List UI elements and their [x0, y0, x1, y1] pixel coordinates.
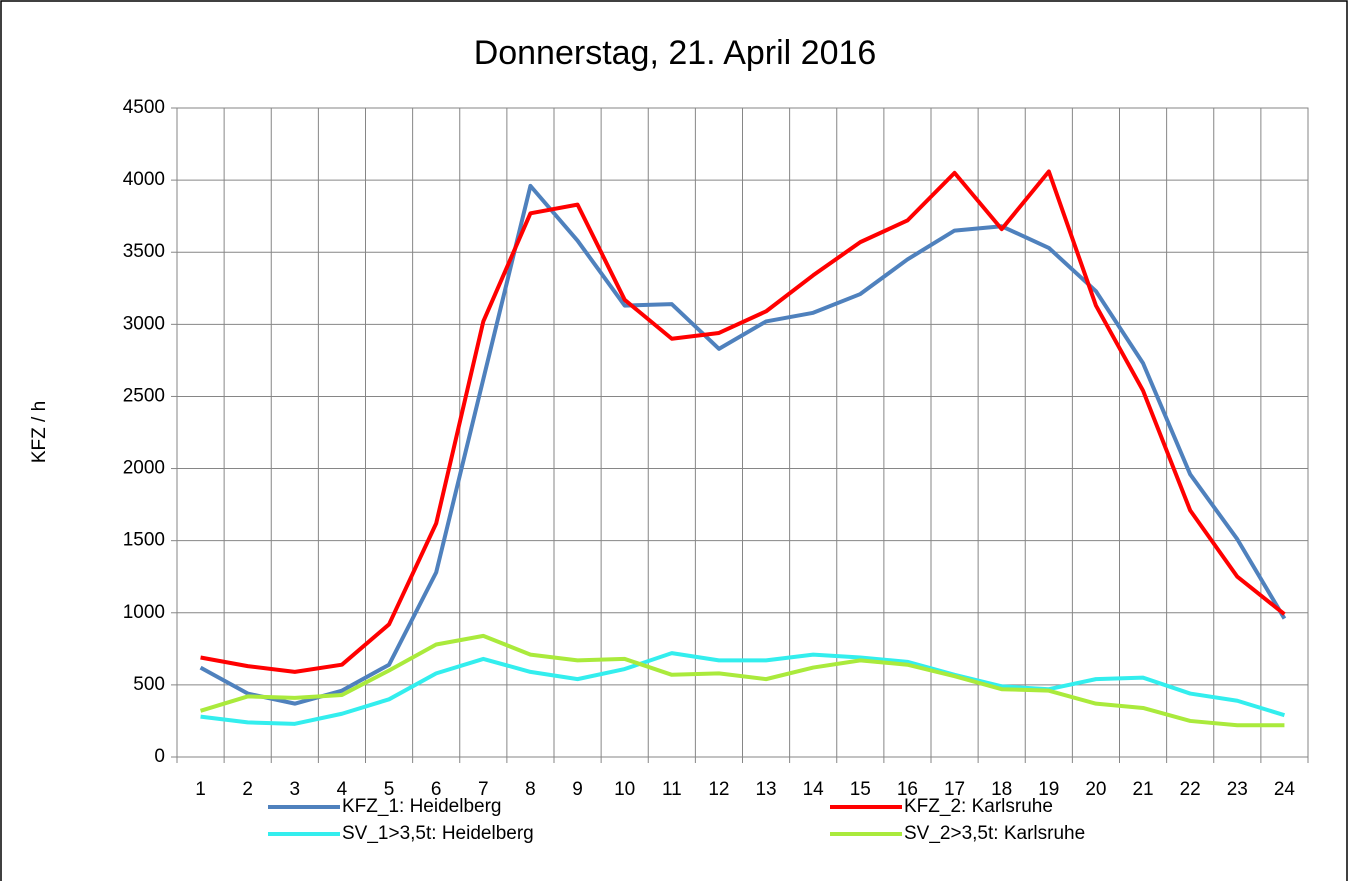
y-tick-label: 4000 [123, 169, 165, 190]
x-tick-label: 13 [755, 779, 776, 800]
x-tick-label: 17 [944, 779, 965, 800]
legend-label: KFZ_1: Heidelberg [342, 796, 501, 817]
series-line [199, 183, 1287, 706]
y-tick-label: 500 [133, 674, 165, 695]
x-tick-label: 8 [525, 779, 536, 800]
x-tick-label: 1 [195, 779, 206, 800]
x-tick-label: 16 [897, 779, 918, 800]
x-tick-label: 20 [1085, 779, 1106, 800]
x-tick-label: 3 [290, 779, 301, 800]
x-tick-label: 24 [1274, 779, 1296, 800]
x-tick-label: 23 [1227, 779, 1248, 800]
x-tick-label: 4 [337, 779, 348, 800]
legend-label: KFZ_2: Karlsruhe [904, 796, 1053, 817]
chart-title: Donnerstag, 21. April 2016 [474, 34, 877, 72]
x-tick-label: 7 [478, 779, 489, 800]
x-tick-label: 21 [1132, 779, 1153, 800]
legend-label: SV_1>3,5t: Heidelberg [342, 823, 534, 844]
y-tick-label: 0 [154, 746, 165, 767]
x-tick-label: 6 [431, 779, 442, 800]
x-tick-label: 18 [991, 779, 1012, 800]
x-tick-label: 5 [384, 779, 395, 800]
y-axis-label: KFZ / h [29, 401, 50, 463]
y-tick-label: 1500 [123, 530, 165, 551]
x-tick-label: 2 [242, 779, 253, 800]
x-tick-label: 10 [614, 779, 635, 800]
x-tick-label: 14 [803, 779, 825, 800]
series-line [200, 169, 1286, 674]
x-tick-label: 11 [662, 779, 682, 800]
y-tick-label: 3500 [123, 241, 165, 262]
series-line [200, 651, 1286, 726]
y-tick-label: 2000 [123, 458, 165, 479]
x-tick-label: 12 [708, 779, 729, 800]
y-tick-label: 2500 [123, 385, 165, 406]
y-tick-label: 4500 [123, 97, 165, 118]
x-tick-label: 15 [850, 779, 871, 800]
y-tick-label: 3000 [123, 313, 165, 334]
y-tick-label: 1000 [123, 602, 165, 623]
x-tick-label: 9 [572, 779, 583, 800]
legend-label: SV_2>3,5t: Karlsruhe [904, 823, 1085, 844]
x-tick-label: 22 [1180, 779, 1201, 800]
series-line [199, 633, 1285, 728]
x-tick-label: 19 [1038, 779, 1059, 800]
